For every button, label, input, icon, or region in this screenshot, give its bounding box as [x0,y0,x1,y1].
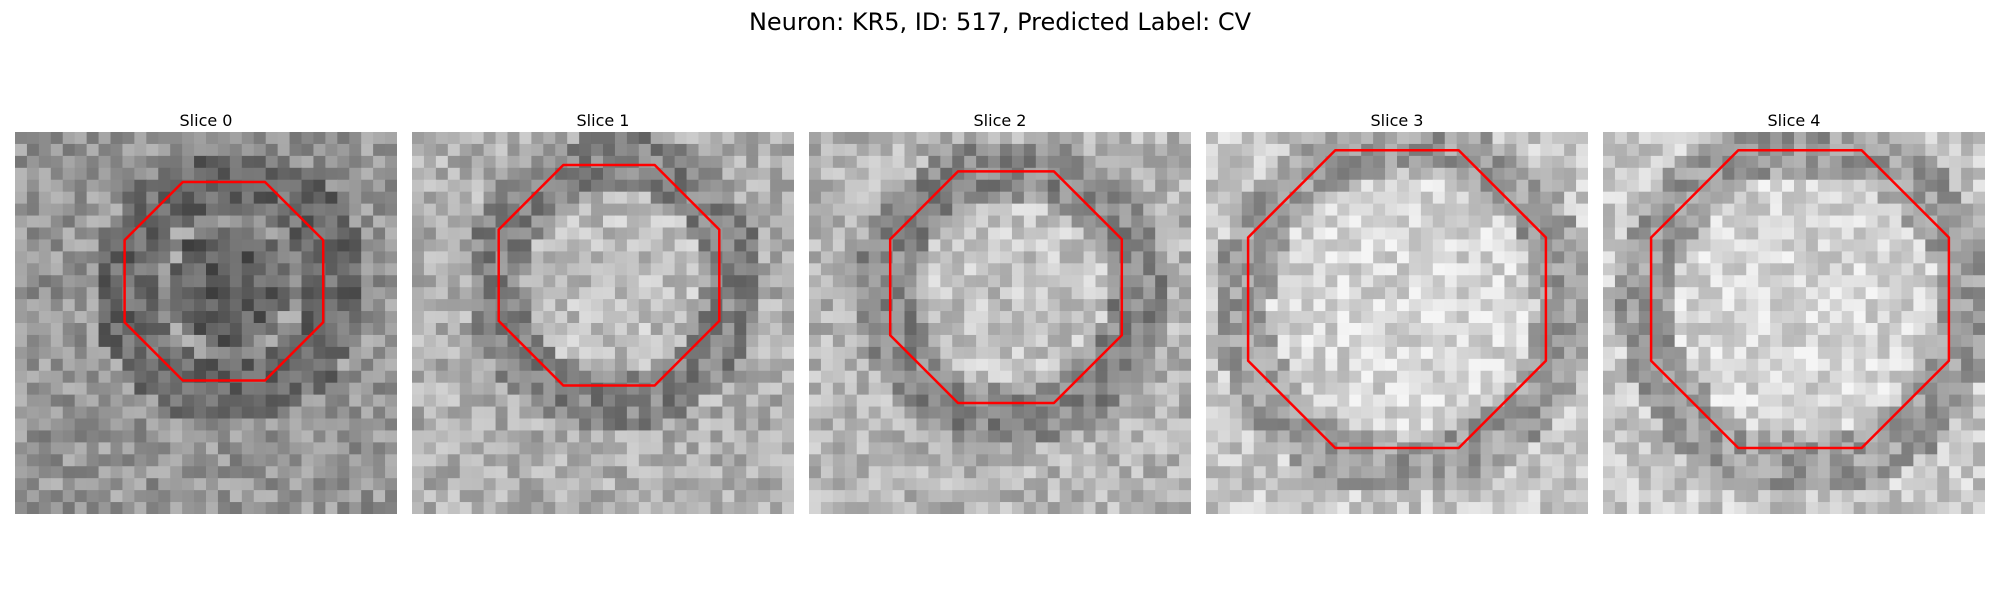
pixel-grid [809,132,1191,514]
slice-image [412,132,794,514]
slice-image [1206,132,1588,514]
slice-panel-2: Slice 2 [809,110,1191,514]
slice-image [15,132,397,514]
slice-panel-4: Slice 4 [1603,110,1985,514]
slice-image [1603,132,1985,514]
pixel-grid [1206,132,1588,514]
slice-image [809,132,1191,514]
pixel-grid [15,132,397,514]
roi-contour [497,163,721,387]
slice-panel-0: Slice 0 [15,110,397,514]
slice-panel-3: Slice 3 [1206,110,1588,514]
slice-title: Slice 4 [1767,111,1821,130]
slice-title: Slice 1 [576,111,630,130]
slice-title: Slice 0 [179,111,233,130]
figure-title: Neuron: KR5, ID: 517, Predicted Label: C… [748,8,1252,36]
slice-title: Slice 2 [973,111,1027,130]
slice-title: Slice 3 [1370,111,1424,130]
pixel-grid [1603,132,1985,514]
roi-contour [888,170,1124,405]
roi-contour [1246,148,1548,450]
roi-contour [123,180,325,382]
pixel-grid [412,132,794,514]
slice-panel-1: Slice 1 [412,110,794,514]
roi-contour [1649,148,1951,450]
